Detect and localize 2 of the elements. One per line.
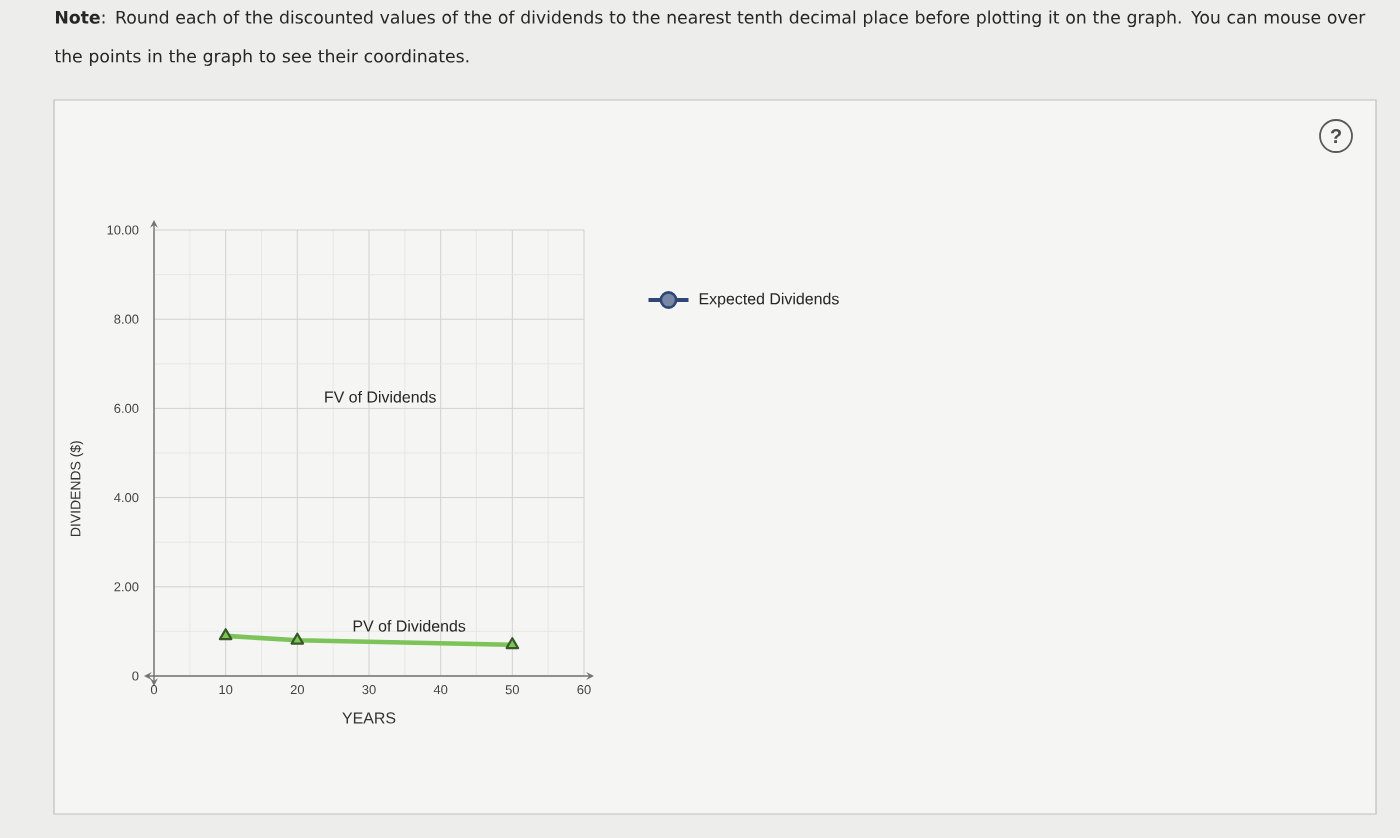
text: Note: Round each of the discounted values of the of dividends to the nearest tenth decimal place before plotting it on the graph. You can mouse over the points in the graph to see their coordinates. — [54, 10, 1366, 66]
text: ? — [1330, 129, 1341, 143]
